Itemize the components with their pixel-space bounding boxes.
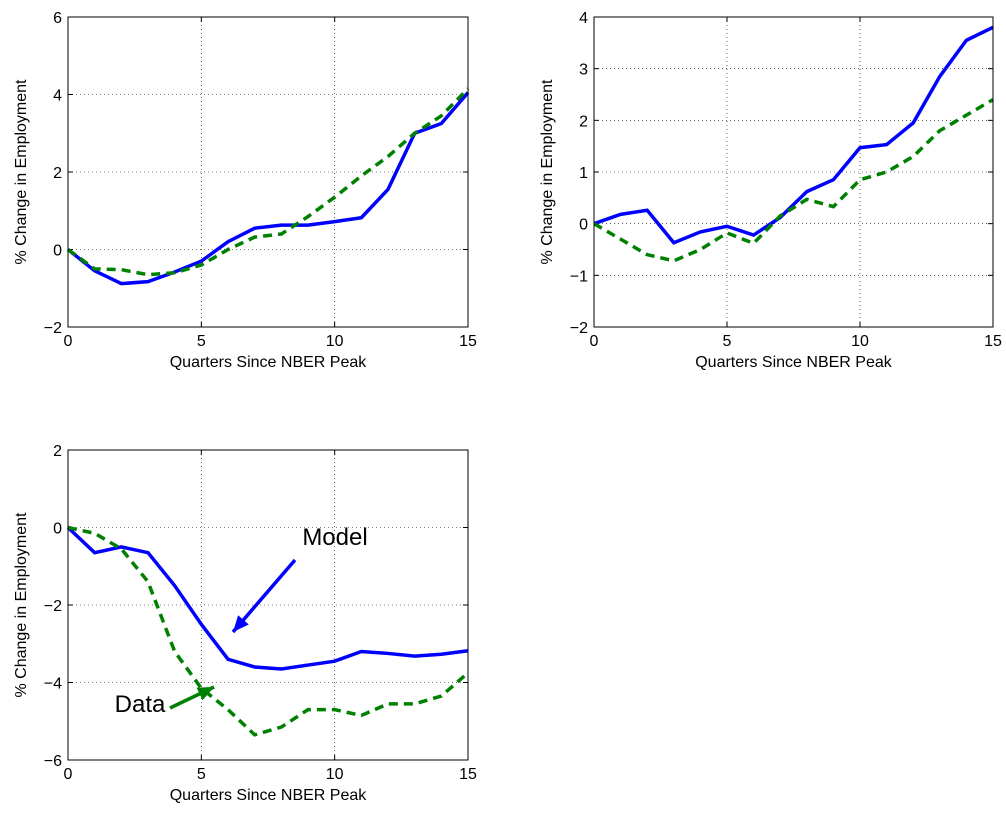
y-tick-label: 3	[579, 62, 588, 79]
annotation: Data	[115, 691, 166, 718]
x-tick-label: 15	[459, 333, 477, 350]
y-tick-label: 4	[53, 88, 62, 105]
data-line	[67, 525, 470, 737]
y-tick-label: −2	[570, 320, 588, 337]
x-tick-label: 0	[64, 333, 73, 350]
y-tick-label: 6	[53, 10, 62, 27]
x-axis-label: Quarters Since NBER Peak	[170, 354, 368, 371]
axes-box	[593, 16, 994, 328]
arrow-head	[233, 615, 249, 632]
y-tick-label: −2	[44, 598, 62, 615]
y-tick-label: 2	[53, 165, 62, 182]
x-tick-label: 5	[197, 766, 206, 783]
arrow-head	[196, 687, 214, 701]
y-tick-label: −2	[44, 320, 62, 337]
data-line	[66, 91, 470, 286]
annotation: Model	[302, 524, 367, 551]
data-line	[66, 526, 469, 671]
x-tick-label: 15	[459, 766, 477, 783]
subplot: 0 5 10 15 −6 −4 −2 0 2 Quarters Since NBER Peak % …	[13, 443, 477, 804]
y-tick-label: 0	[53, 521, 62, 538]
x-tick-label: 10	[851, 333, 869, 350]
x-axis-label: Quarters Since NBER Peak	[170, 787, 368, 804]
data-line	[593, 98, 994, 263]
y-tick-label: 0	[579, 217, 588, 234]
y-tick-label: −4	[44, 676, 62, 693]
y-tick-label: 0	[53, 243, 62, 260]
y-axis-label: % Change in Employment	[13, 512, 30, 698]
x-axis-label: Quarters Since NBER Peak	[695, 354, 893, 371]
subplot: 0 5 10 15 −2 −1 0 1 2 3 4 Quarters Since NBER Peak%…	[539, 10, 1002, 371]
data-line	[593, 25, 994, 245]
x-tick-label: 0	[64, 766, 73, 783]
x-tick-label: 10	[326, 333, 344, 350]
y-tick-label: 4	[579, 10, 588, 27]
axes-box	[67, 449, 469, 761]
y-tick-label: 2	[579, 113, 588, 130]
x-tick-label: 0	[590, 333, 599, 350]
axes-box	[67, 16, 469, 328]
data-line	[66, 87, 470, 277]
x-tick-label: 5	[723, 333, 732, 350]
y-tick-label: −6	[44, 753, 62, 770]
y-tick-label: 1	[579, 165, 588, 182]
x-tick-label: 15	[984, 333, 1002, 350]
plot-area	[594, 17, 993, 327]
x-tick-label: 10	[326, 766, 344, 783]
y-axis-label: % Change in Employment	[13, 79, 30, 265]
y-tick-label: 2	[53, 443, 62, 460]
y-axis-label: % Change in Employment	[539, 79, 556, 265]
x-tick-label: 5	[197, 333, 206, 350]
y-tick-label: −1	[570, 268, 588, 285]
